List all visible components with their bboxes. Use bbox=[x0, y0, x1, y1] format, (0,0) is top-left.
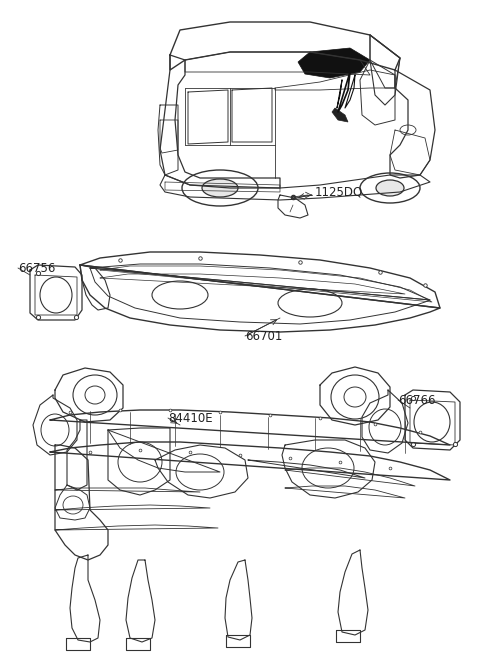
Text: 1125DQ: 1125DQ bbox=[315, 186, 363, 199]
Text: 84410E: 84410E bbox=[168, 411, 213, 424]
Polygon shape bbox=[332, 108, 348, 122]
Ellipse shape bbox=[202, 179, 238, 197]
Text: 66756: 66756 bbox=[18, 262, 55, 274]
Ellipse shape bbox=[376, 180, 404, 196]
Text: 66766: 66766 bbox=[398, 394, 435, 407]
Text: 66701: 66701 bbox=[245, 329, 282, 342]
Polygon shape bbox=[298, 48, 370, 78]
